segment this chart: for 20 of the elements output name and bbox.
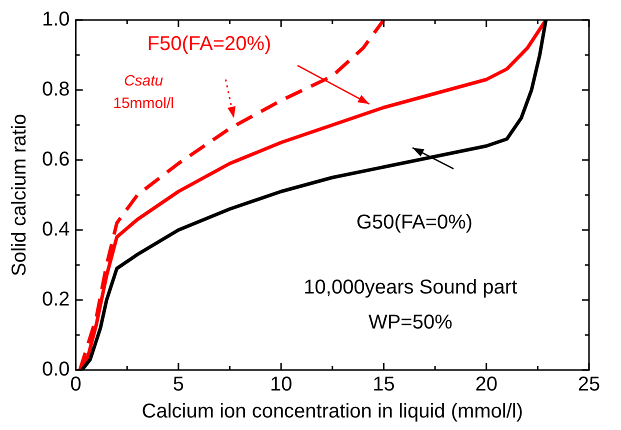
x-tick-label: 25 — [578, 374, 600, 396]
x-axis-title: Calcium ion concentration in liquid (mmol/l) — [142, 400, 524, 423]
annotation: G50(FA=0%) — [356, 212, 473, 234]
y-tick-label: 0.8 — [42, 78, 70, 101]
y-tick-label: 0.0 — [42, 358, 70, 381]
annotation: F50(FA=20%) — [147, 33, 272, 56]
y-axis-title: Solid calcium ratio — [8, 114, 31, 276]
x-tick-label: 15 — [372, 374, 395, 396]
y-tick-label: 0.6 — [42, 148, 70, 171]
annotation: Csatu — [124, 72, 164, 90]
y-tick-label: 0.4 — [42, 218, 70, 241]
x-tick-label: 5 — [172, 374, 184, 396]
annotation: 15mmol/l — [113, 95, 174, 112]
x-tick-label: 10 — [270, 374, 292, 396]
x-tick-label: 0 — [70, 374, 82, 396]
y-tick-label: 0.2 — [42, 288, 70, 311]
y-tick-label: 1.0 — [42, 8, 70, 31]
x-tick-label: 20 — [475, 374, 498, 396]
annotation: WP=50% — [368, 311, 453, 334]
annotation: 10,000years Sound part — [304, 276, 518, 298]
